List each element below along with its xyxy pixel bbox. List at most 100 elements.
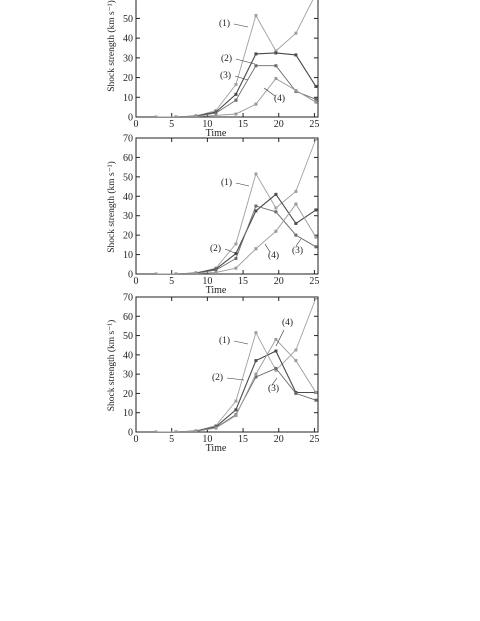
y-tick-label: 30 [123, 211, 133, 222]
data-point [254, 64, 258, 68]
y-tick-label: 50 [123, 331, 133, 342]
series-group [154, 138, 318, 274]
data-point [254, 359, 258, 363]
y-tick-label: 0 [128, 270, 133, 281]
data-point [294, 53, 298, 57]
data-point [294, 233, 298, 237]
data-point [274, 337, 278, 341]
leader-line [263, 87, 276, 97]
data-point [314, 100, 318, 104]
x-axis-label: Time [206, 443, 227, 454]
x-tick-label: 5 [169, 434, 174, 445]
data-point [274, 229, 278, 233]
series-line-2 [156, 350, 316, 432]
data-point [154, 115, 158, 117]
data-point [314, 297, 318, 300]
y-tick-label: 20 [123, 389, 133, 400]
data-point [234, 408, 238, 412]
y-tick-label: 50 [123, 14, 133, 25]
data-point [274, 64, 278, 68]
data-point [294, 189, 298, 193]
data-point [214, 270, 218, 274]
y-axis-label: Shock strength (km s⁻¹) [106, 0, 117, 92]
data-point [314, 390, 318, 394]
x-tick-label: 20 [274, 434, 284, 445]
y-tick-label: 60 [123, 153, 133, 164]
data-point [234, 242, 238, 246]
data-point [294, 348, 298, 352]
y-tick-label: 70 [123, 134, 133, 145]
series-group [154, 0, 318, 117]
x-tick-label: 5 [169, 119, 174, 130]
data-point [234, 266, 238, 270]
series-group [154, 297, 318, 432]
data-point [254, 331, 258, 335]
leader-line [234, 75, 249, 81]
data-point [254, 204, 258, 208]
y-tick-label: 20 [123, 73, 133, 84]
data-point [234, 399, 238, 403]
x-tick-label: 0 [134, 434, 139, 445]
data-point [274, 77, 278, 81]
data-point [254, 372, 258, 376]
leader-line [295, 238, 302, 247]
data-point [314, 398, 318, 402]
chart-panel-2: 0 5 10 15 20 25 0 10 20 30 40 50 60 70 Time Shock stren… [106, 134, 319, 297]
series-label: (2) [212, 372, 223, 383]
data-point [254, 52, 258, 56]
y-axis-label: Shock strength (km s⁻¹) [106, 320, 117, 412]
leader-line [275, 329, 285, 347]
data-point [314, 97, 318, 101]
leader-line [224, 248, 238, 255]
x-tick-label: 10 [202, 276, 212, 287]
chart-panel-1: 0 5 10 15 20 25 0 10 20 30 40 50 Time Shock strength … [106, 0, 319, 139]
leader-line [233, 340, 249, 345]
series-label: (2) [210, 243, 221, 254]
x-tick-label: 25 [309, 434, 319, 445]
data-point [294, 202, 298, 206]
data-point [274, 192, 278, 196]
leader-line [271, 377, 278, 386]
leader-line [235, 58, 256, 65]
data-point [274, 366, 278, 370]
data-point [154, 430, 158, 432]
data-point [274, 206, 278, 210]
data-point [174, 272, 178, 274]
series-label: (1) [219, 18, 230, 29]
series-label: (4) [268, 250, 279, 261]
data-point [234, 414, 238, 418]
data-point [194, 272, 198, 274]
series-label: (1) [221, 177, 232, 188]
series-line-4 [156, 203, 317, 274]
y-tick-label: 10 [123, 93, 133, 104]
x-tick-label: 15 [238, 119, 248, 130]
data-point [254, 102, 258, 106]
y-tick-label: 30 [123, 53, 133, 64]
data-point [254, 247, 258, 251]
leader-line [264, 243, 271, 253]
data-point [314, 245, 318, 249]
leader-line [226, 377, 245, 381]
data-point [234, 82, 238, 86]
data-point [194, 115, 198, 117]
x-tick-label: 5 [169, 276, 174, 287]
x-tick-label: 25 [309, 119, 319, 130]
x-tick-label: 25 [309, 276, 319, 287]
data-point [214, 426, 218, 430]
data-point [234, 256, 238, 260]
y-tick-label: 40 [123, 192, 133, 203]
data-point [234, 98, 238, 102]
x-tick-label: 10 [202, 434, 212, 445]
plot-frame [135, 137, 319, 275]
series-line-3 [156, 65, 317, 117]
x-axis-label: Time [206, 285, 227, 296]
data-point [294, 88, 298, 92]
data-point [174, 115, 178, 117]
data-point [254, 209, 258, 213]
y-tick-label: 20 [123, 231, 133, 242]
x-tick-label: 0 [134, 276, 139, 287]
x-tick-label: 10 [202, 119, 212, 130]
data-point [194, 429, 198, 432]
